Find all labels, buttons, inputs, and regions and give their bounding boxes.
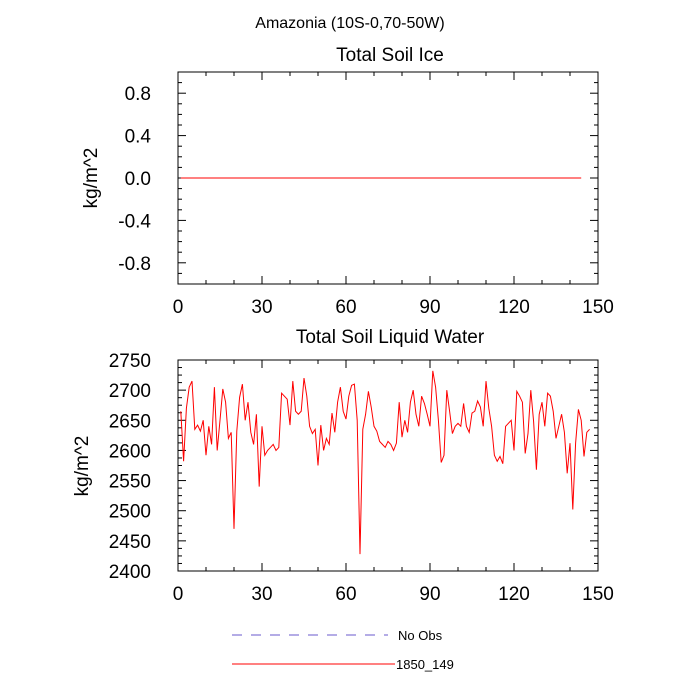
y-tick-label: -0.4	[118, 211, 151, 232]
y-tick-labels: -0.8 -0.4 0.0 0.4 0.8	[118, 84, 151, 275]
series-line-1850-149	[180, 370, 590, 555]
x-tick-label: 60	[335, 584, 356, 605]
y-tick-label: 0.0	[125, 169, 151, 190]
x-tick-labels: 0 30 60 90 120 150	[173, 297, 614, 318]
y-tick-label: -0.8	[118, 254, 151, 275]
y-tick-labels: 2400 2450 2500 2550 2600 2650 2700 2750	[109, 351, 151, 583]
panel-title: Total Soil Liquid Water	[296, 327, 485, 348]
x-tick-label: 120	[498, 584, 530, 605]
y-tick-label: 2600	[109, 441, 151, 462]
legend-label: No Obs	[398, 628, 443, 643]
x-tick-label: 0	[173, 584, 184, 605]
x-tick-label: 90	[419, 584, 440, 605]
legend-entry-1850-149: 1850_149	[232, 657, 454, 672]
y-tick-label: 2500	[109, 502, 151, 523]
y-axis-label: kg/m^2	[81, 148, 102, 209]
y-tick-label: 0.8	[125, 84, 151, 105]
y-axis-label: kg/m^2	[72, 436, 93, 497]
x-tick-label: 60	[335, 297, 356, 318]
y-tick-label: 2400	[109, 562, 151, 583]
figure-title: Amazonia (10S-0,70-50W)	[255, 15, 444, 32]
x-tick-label: 30	[251, 297, 272, 318]
y-tick-label: 2550	[109, 472, 151, 493]
x-tick-label: 90	[419, 297, 440, 318]
legend-label: 1850_149	[396, 657, 454, 672]
legend: No Obs 1850_149	[232, 628, 454, 672]
legend-entry-no-obs: No Obs	[232, 628, 443, 643]
y-tick-label: 2450	[109, 532, 151, 553]
x-tick-label: 0	[173, 297, 184, 318]
x-tick-labels: 0 30 60 90 120 150	[173, 584, 614, 605]
x-tick-label: 150	[582, 584, 614, 605]
series-group	[180, 370, 590, 555]
x-tick-label: 30	[251, 584, 272, 605]
x-tick-label: 120	[498, 297, 530, 318]
panel-total-soil-liquid-water: Total Soil Liquid Water kg/m^2 240024502…	[72, 327, 614, 605]
panel-title: Total Soil Ice	[336, 45, 444, 66]
x-tick-label: 150	[582, 297, 614, 318]
axis-ticks	[177, 71, 599, 285]
panel-total-soil-ice: Total Soil Ice kg/m^2 -0.8-0.40.00.40.8 …	[81, 45, 614, 318]
y-tick-label: 2700	[109, 381, 151, 402]
y-tick-label: 0.4	[125, 127, 152, 148]
y-tick-label: 2750	[109, 351, 151, 372]
y-tick-label: 2650	[109, 411, 151, 432]
